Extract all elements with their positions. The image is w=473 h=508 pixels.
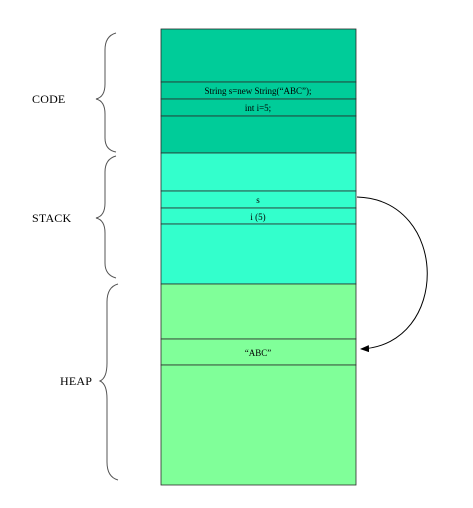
stack-region-label: STACK bbox=[32, 211, 72, 225]
reference-arrow bbox=[356, 196, 428, 353]
code-region-label: CODE bbox=[32, 92, 65, 106]
code-brace-icon bbox=[95, 32, 117, 153]
heap-object-abc-cell bbox=[160, 338, 357, 366]
code-line-1-text: String s=new String(“ABC”); bbox=[204, 86, 311, 96]
heap-object-abc-text: “ABC” bbox=[245, 348, 272, 358]
heap-block-top bbox=[160, 283, 357, 340]
stack-var-s-text: s bbox=[256, 195, 260, 205]
heap-brace-icon bbox=[98, 283, 119, 481]
stack-block-bottom bbox=[160, 223, 357, 285]
code-block-top bbox=[160, 28, 357, 83]
stack-brace-icon bbox=[95, 155, 117, 279]
code-line-2-text: int i=5; bbox=[245, 103, 271, 113]
heap-region: “ABC” bbox=[160, 283, 357, 486]
stack-block-top bbox=[160, 152, 357, 192]
heap-region-label: HEAP bbox=[60, 374, 92, 388]
heap-block-bottom bbox=[160, 364, 357, 486]
code-region: String s=new String(“ABC”); int i=5; bbox=[160, 28, 357, 154]
code-block-bottom bbox=[160, 115, 357, 154]
stack-region: s i (5) bbox=[160, 152, 357, 285]
stack-var-i-text: i (5) bbox=[250, 212, 265, 222]
